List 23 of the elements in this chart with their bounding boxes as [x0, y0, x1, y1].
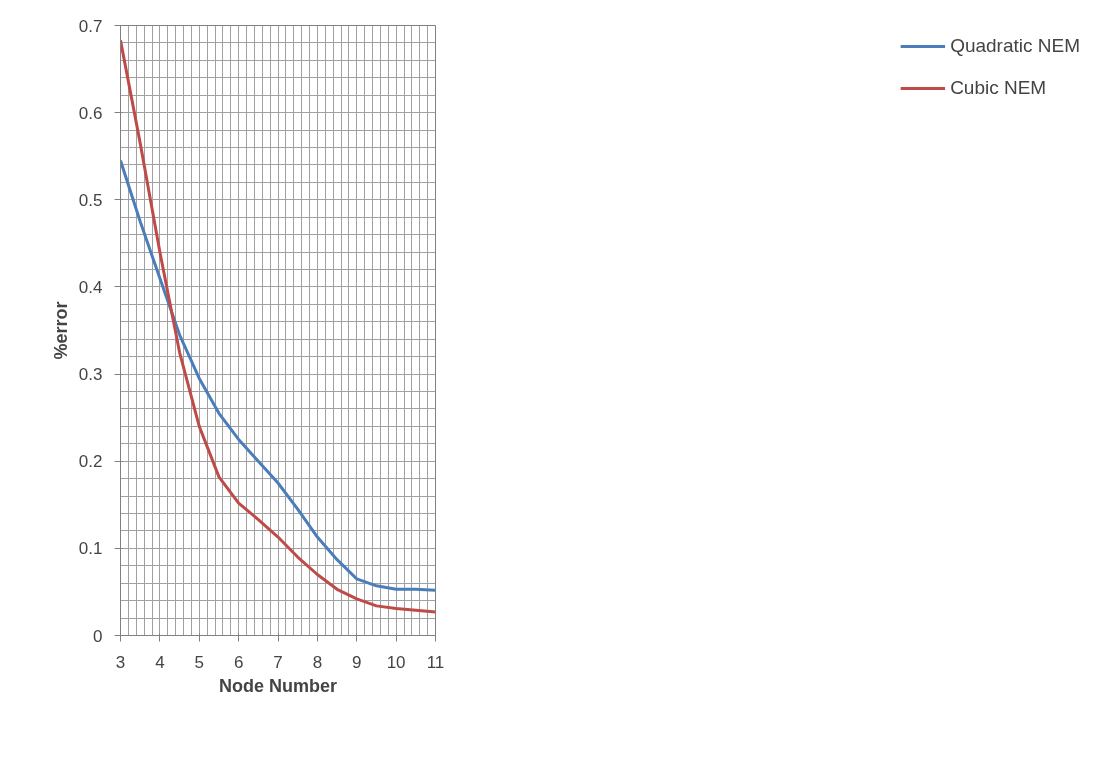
legend-label: Quadratic NEM	[950, 35, 1080, 57]
x-tick-label: 3	[115, 652, 126, 672]
x-tick-label: 4	[155, 652, 165, 672]
x-tick-label: 5	[194, 652, 204, 672]
y-tick-label: 0.2	[78, 452, 103, 472]
x-tick-label: 9	[352, 652, 362, 672]
y-tick-label: 0.4	[78, 277, 103, 297]
y-tick-label: 0.3	[78, 365, 103, 385]
x-tick-label: 10	[386, 652, 406, 672]
x-axis-title: Node Number	[218, 675, 338, 696]
y-tick-label: 0	[93, 626, 103, 646]
line-series	[120, 159, 436, 592]
y-tick-label: 0.6	[78, 103, 103, 123]
x-tick-label: 6	[233, 652, 244, 672]
x-tick-label: 8	[312, 652, 323, 672]
y-tick-label: 0.7	[78, 16, 103, 36]
x-tick-label: 11	[426, 652, 445, 672]
x-tick-label: 7	[273, 652, 283, 672]
y-axis-title: %error	[50, 301, 71, 360]
legend-label: Cubic NEM	[950, 77, 1047, 99]
y-tick-label: 0.5	[78, 190, 103, 210]
line-series	[120, 38, 436, 614]
y-tick-label: 0.1	[78, 539, 103, 559]
